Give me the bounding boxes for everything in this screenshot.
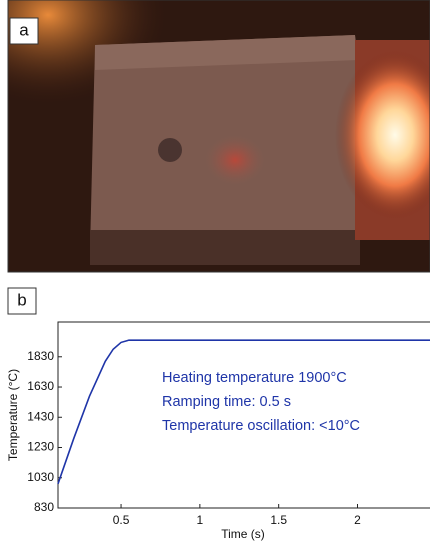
photo: a (8, 0, 430, 272)
annotation: Ramping time: 0.5 s (162, 394, 291, 410)
annotation: Temperature oscillation: <10°C (162, 418, 360, 434)
y-tick-label: 1230 (27, 440, 54, 454)
y-tick-label: 1630 (27, 379, 54, 393)
line (58, 340, 430, 484)
x-tick-label: 0.5 (113, 513, 130, 527)
annotation: Heating temperature 1900°C (162, 370, 347, 386)
x-tick-label: 1 (197, 513, 204, 527)
y-tick-label: 1430 (27, 409, 54, 423)
x-tick-label: 1.5 (270, 513, 287, 527)
page: a b Temperature (°C) Time (s) 830 1030 123… (0, 0, 430, 542)
x-tick-label: 2 (354, 513, 361, 527)
axis-frame (58, 322, 430, 508)
panel-label: b (17, 290, 26, 309)
figure: a b Temperature (°C) Time (s) 830 1030 123… (0, 0, 430, 542)
y-tick-label: 1030 (27, 470, 54, 484)
y-tick-label: 830 (34, 500, 54, 514)
y-tick-label: 1830 (27, 349, 54, 363)
panel-label: a (19, 20, 29, 39)
x-axis-label: Time (s) (221, 527, 265, 541)
y-axis-label: Temperature (°C) (6, 369, 20, 461)
